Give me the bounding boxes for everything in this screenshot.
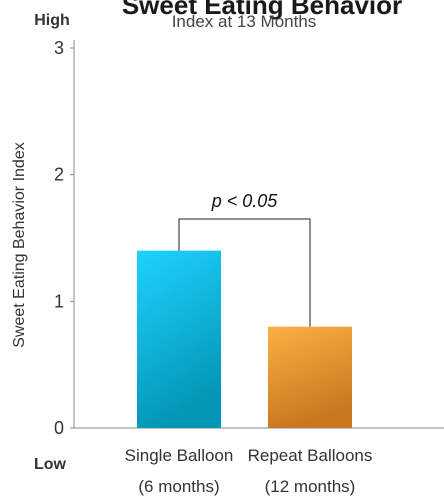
y-axis-label: Sweet Eating Behavior Index xyxy=(11,142,28,347)
chart-title: Sweet Eating Behavior xyxy=(122,0,402,20)
x-category-sublabel: (12 months) xyxy=(265,477,356,496)
y-tick-label: 2 xyxy=(54,165,64,185)
bar-1 xyxy=(137,250,221,428)
y-tick-label: 1 xyxy=(54,291,64,311)
y-low-label: Low xyxy=(34,456,67,473)
x-category-label: Repeat Balloons xyxy=(248,446,373,465)
y-tick-label: 3 xyxy=(54,38,64,58)
y-high-label: High xyxy=(34,12,70,29)
y-tick-label: 0 xyxy=(54,418,64,438)
x-category-sublabel: (6 months) xyxy=(138,477,219,496)
x-category-label: Single Balloon xyxy=(125,446,234,465)
significance-label: p < 0.05 xyxy=(211,191,279,211)
significance-bracket xyxy=(178,218,311,327)
bar-2 xyxy=(268,326,352,428)
chart-subtitle: Index at 13 Months xyxy=(172,12,317,31)
